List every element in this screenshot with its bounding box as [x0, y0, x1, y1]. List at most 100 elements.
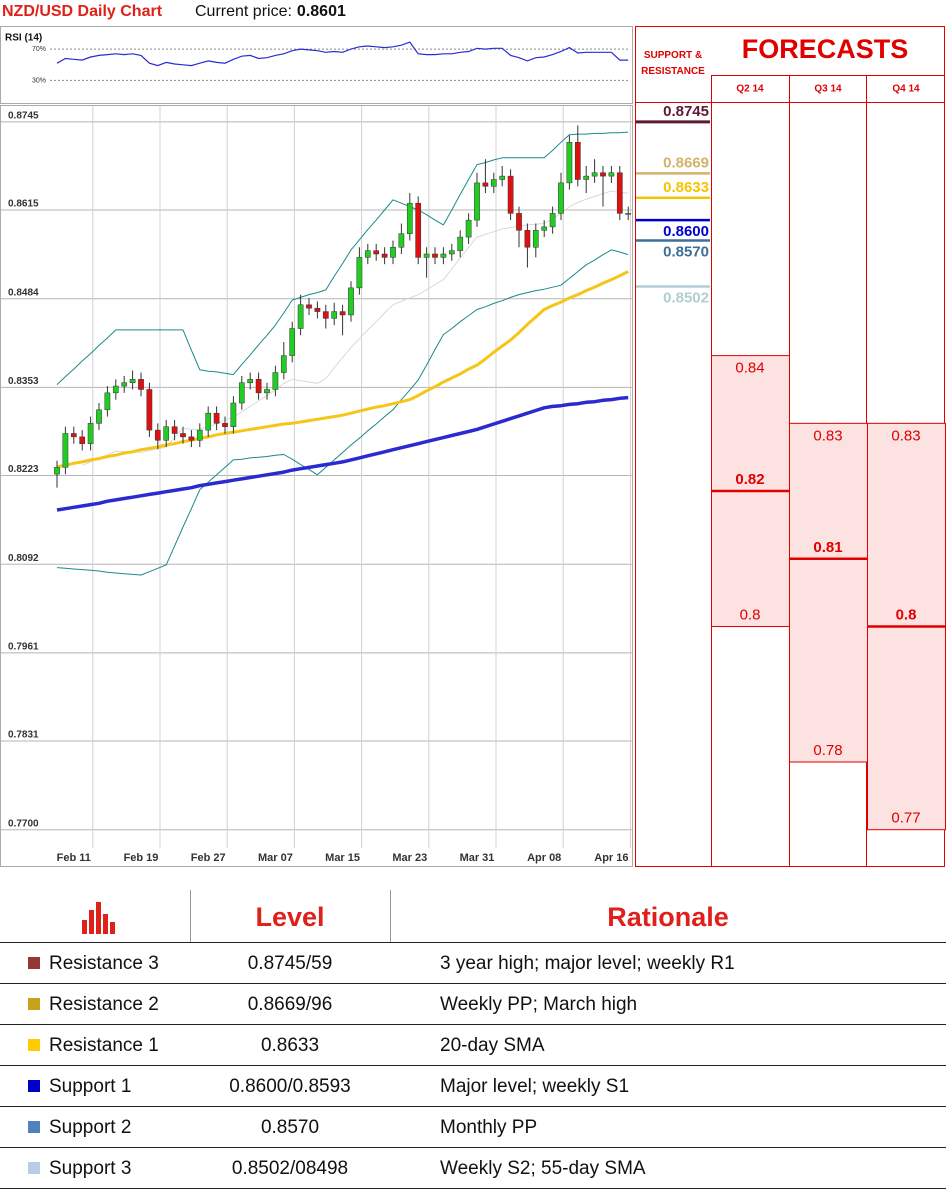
candle-body [566, 142, 573, 184]
candle-body [297, 304, 304, 329]
candle-body [532, 230, 539, 248]
rsi-tick-label: 30% [32, 77, 46, 84]
candle-body [62, 433, 69, 468]
candle-body [222, 423, 228, 427]
header-divider [390, 890, 391, 942]
candle-body [314, 307, 321, 312]
candle-body [129, 379, 136, 383]
level-label: 0.8502 [663, 289, 709, 306]
candle-body [423, 253, 430, 258]
x-tick-label: Feb 19 [124, 852, 159, 864]
candle-body [440, 253, 447, 258]
candle-body [549, 213, 556, 228]
x-tick-label: Apr 16 [594, 852, 628, 864]
indicator-line [56, 270, 629, 469]
x-tick-label: Apr 08 [527, 852, 561, 864]
y-tick-label: 0.8223 [8, 464, 39, 475]
price-panel [0, 105, 633, 867]
y-tick-label: 0.8092 [8, 553, 39, 564]
forecast-low-label: 0.78 [813, 742, 842, 759]
forecast-title: FORECASTS [742, 34, 909, 64]
candle-body [238, 382, 245, 404]
candle-body [213, 412, 220, 424]
candle-body [255, 379, 262, 394]
indicator-line [56, 395, 629, 512]
candle-body [306, 304, 312, 309]
rsi-title: RSI (14) [5, 33, 42, 44]
candle-body [432, 253, 438, 258]
y-tick-label: 0.8484 [8, 287, 39, 298]
y-tick-label: 0.8353 [8, 376, 39, 387]
candle-body [625, 213, 632, 215]
candle-body [70, 433, 77, 438]
candle-body [406, 202, 413, 234]
candle-body [474, 182, 480, 221]
forecast-median-label: 0.81 [813, 539, 842, 556]
candle-body [591, 172, 598, 177]
header-divider [190, 890, 191, 942]
candle-body [415, 202, 422, 258]
candle-body [289, 328, 296, 356]
candle-body [390, 246, 396, 258]
level-label: 0.8745 [663, 103, 709, 120]
candle-body [205, 412, 212, 431]
row-swatch [28, 1121, 40, 1133]
candle-body [583, 175, 590, 180]
candle-body [331, 311, 338, 319]
y-tick-label: 0.7961 [8, 642, 39, 653]
candle-body [381, 253, 388, 258]
header-rationale: Rationale [607, 902, 729, 932]
candle-body [608, 172, 615, 177]
candle-body [138, 379, 144, 390]
candle-body [558, 182, 564, 214]
candle-body [188, 436, 195, 441]
forecast-range [789, 422, 868, 763]
forecast-low-label: 0.8 [740, 606, 761, 623]
candle-body [516, 213, 522, 231]
row-line [0, 1106, 946, 1107]
row-level: 0.8502/08498 [231, 1158, 349, 1179]
row-rationale: Weekly PP; March high [440, 994, 638, 1015]
candle-body [524, 230, 531, 248]
candle-body [457, 236, 464, 251]
x-tick-label: Mar 31 [460, 852, 495, 864]
row-name: Resistance 2 [49, 994, 159, 1015]
forecast-median-label: 0.8 [896, 606, 917, 623]
row-swatch [28, 1039, 40, 1051]
row-rationale: Monthly PP [440, 1117, 538, 1138]
candle-body [364, 250, 371, 258]
candle-body [96, 409, 102, 424]
candle-body [230, 402, 237, 427]
level-label: 0.8633 [663, 179, 709, 196]
x-tick-label: Mar 07 [258, 852, 293, 864]
quarter-label: Q4 14 [892, 84, 920, 95]
candle-body [112, 385, 119, 394]
candle-body [280, 355, 287, 373]
rsi-panel [0, 26, 633, 104]
row-line [0, 1065, 946, 1066]
y-tick-label: 0.7831 [8, 730, 39, 741]
y-tick-label: 0.7700 [8, 818, 39, 829]
candle-body [398, 233, 405, 248]
table-icon [82, 902, 115, 934]
forecast-high-label: 0.83 [891, 427, 920, 444]
row-swatch [28, 1080, 40, 1092]
row-level: 0.8633 [260, 1035, 320, 1056]
row-level: 0.8600/0.8593 [229, 1076, 351, 1097]
candle-body [574, 142, 581, 180]
indicator-line [56, 131, 629, 386]
level-table: Level Rationale Resistance 3 0.8745/59 3 y… [0, 890, 946, 1192]
row-name: Support 3 [49, 1158, 132, 1179]
chart-title: NZD/USD Daily Chart [2, 3, 163, 20]
candle-body [541, 226, 548, 231]
candle-body [348, 287, 354, 316]
candle-body [54, 467, 60, 475]
row-level: 0.8669/96 [247, 994, 333, 1015]
candle-body [356, 257, 363, 289]
candle-body [465, 219, 472, 238]
candle-body [272, 372, 279, 390]
indicator-line [82, 190, 629, 466]
chart: NZD/USD Daily Chart Current price: 0.8601… [0, 3, 946, 867]
candle-body [482, 182, 489, 187]
